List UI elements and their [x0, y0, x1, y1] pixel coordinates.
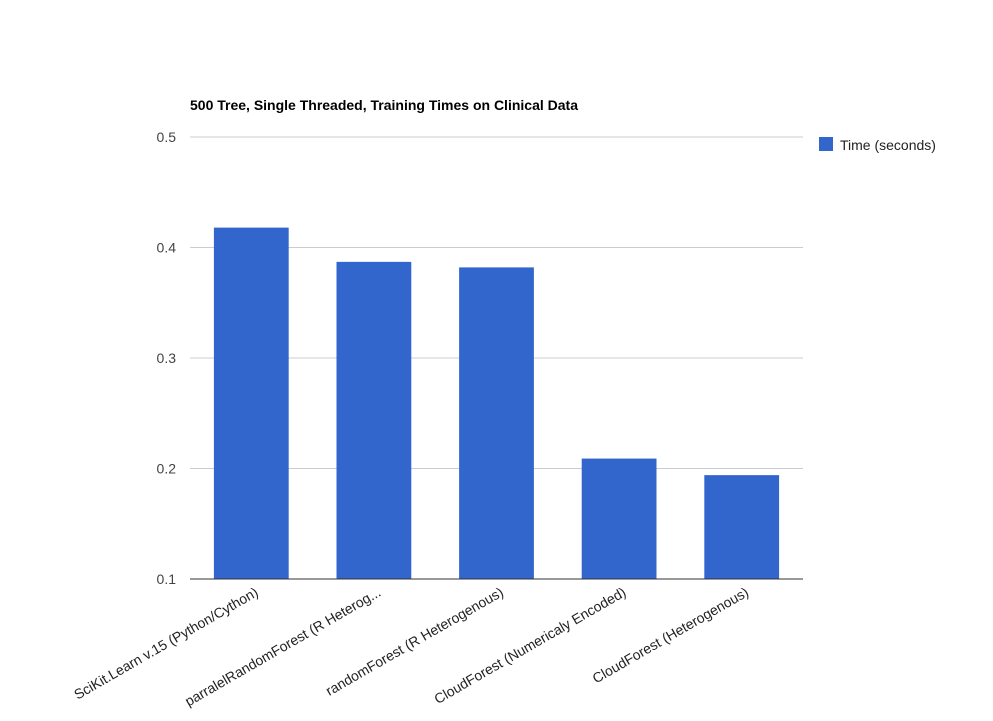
bar [213, 227, 289, 580]
y-axis-ticks: 0.1 0.2 0.3 0.4 0.5 [157, 129, 177, 587]
legend-swatch [819, 137, 833, 151]
legend: Time (seconds) [819, 137, 936, 153]
x-tick-label: CloudForest (Numericaly Encoded) [431, 584, 628, 707]
y-tick-label: 0.5 [157, 129, 177, 145]
y-tick-label: 0.4 [157, 240, 177, 256]
bar [704, 475, 780, 579]
bar [336, 261, 412, 579]
bar [459, 267, 534, 579]
x-tick-label: parralelRandomForest (R Heterog... [182, 584, 383, 710]
bars [190, 227, 803, 580]
y-tick-label: 0.1 [157, 571, 177, 587]
x-axis-labels: SciKit.Learn v.15 (Python/Cython)parrale… [71, 584, 751, 710]
y-tick-label: 0.2 [157, 461, 177, 477]
bar [581, 458, 657, 579]
chart-title: 500 Tree, Single Threaded, Training Time… [190, 97, 578, 113]
legend-label: Time (seconds) [840, 137, 936, 153]
y-tick-label: 0.3 [157, 350, 177, 366]
